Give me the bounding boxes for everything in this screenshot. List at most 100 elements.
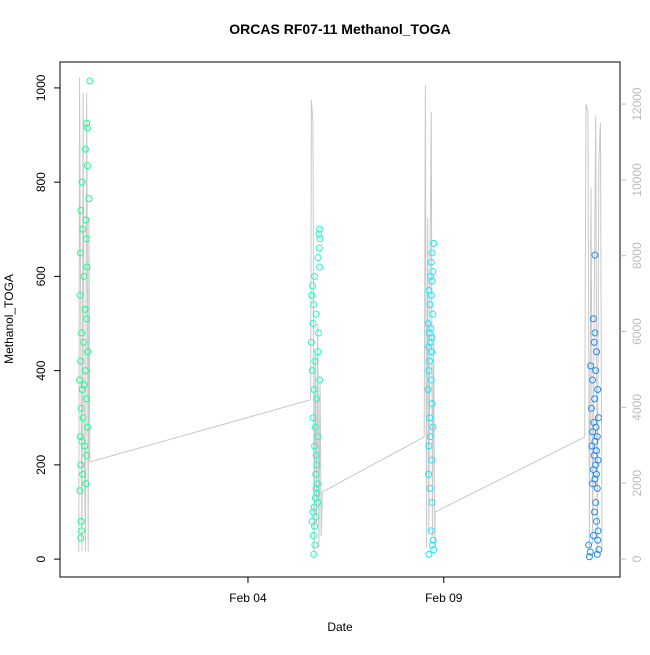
data-point bbox=[312, 470, 320, 478]
data-point bbox=[426, 338, 434, 346]
data-point bbox=[595, 546, 603, 554]
data-point bbox=[426, 357, 434, 365]
data-point bbox=[310, 385, 318, 393]
data-point bbox=[80, 381, 88, 389]
data-point bbox=[309, 320, 317, 328]
data-point bbox=[310, 301, 318, 309]
data-point bbox=[312, 484, 320, 492]
data-point bbox=[594, 527, 602, 535]
data-point bbox=[83, 263, 91, 271]
y2-tick-label: 4000 bbox=[630, 394, 644, 421]
y2-tick-label: 10000 bbox=[630, 163, 644, 197]
data-point bbox=[308, 367, 316, 375]
data-point bbox=[592, 423, 600, 431]
data-point bbox=[79, 414, 87, 422]
y-tick-label: 200 bbox=[34, 455, 48, 475]
data-point bbox=[429, 536, 437, 544]
data-point bbox=[589, 466, 597, 474]
data-point bbox=[76, 487, 84, 495]
data-point bbox=[428, 277, 436, 285]
data-point bbox=[79, 225, 87, 233]
data-point bbox=[428, 400, 436, 408]
data-point bbox=[311, 423, 319, 431]
data-point bbox=[593, 484, 601, 492]
data-point bbox=[307, 338, 315, 346]
data-point bbox=[312, 451, 320, 459]
data-point bbox=[78, 385, 86, 393]
data-point bbox=[594, 536, 602, 544]
data-point bbox=[594, 385, 602, 393]
data-point bbox=[589, 376, 597, 384]
data-point bbox=[314, 254, 322, 262]
data-point bbox=[428, 249, 436, 257]
data-point bbox=[316, 235, 324, 243]
data-point bbox=[429, 423, 437, 431]
data-point bbox=[429, 310, 437, 318]
data-point bbox=[313, 395, 321, 403]
data-point bbox=[311, 357, 319, 365]
data-point bbox=[309, 282, 317, 290]
data-point bbox=[77, 404, 85, 412]
y-tick-label: 0 bbox=[34, 555, 48, 562]
data-point bbox=[425, 343, 433, 351]
data-point bbox=[81, 305, 89, 313]
data-point bbox=[77, 357, 85, 365]
data-point bbox=[314, 433, 322, 441]
data-point bbox=[313, 489, 321, 497]
data-point bbox=[83, 124, 91, 132]
y-tick-label: 1000 bbox=[34, 74, 48, 101]
data-point bbox=[314, 348, 322, 356]
x-tick-label: Feb 04 bbox=[229, 591, 267, 605]
data-point bbox=[428, 334, 436, 342]
data-point bbox=[78, 329, 86, 337]
data-point bbox=[86, 77, 94, 85]
data-point bbox=[84, 348, 92, 356]
data-point bbox=[312, 310, 320, 318]
data-point bbox=[311, 541, 319, 549]
data-point bbox=[311, 442, 319, 450]
y-tick-label: 600 bbox=[34, 266, 48, 286]
data-point bbox=[82, 395, 90, 403]
data-point bbox=[426, 414, 434, 422]
data-point bbox=[85, 195, 93, 203]
data-point bbox=[586, 548, 594, 556]
data-point bbox=[589, 480, 597, 488]
data-point bbox=[77, 206, 85, 214]
data-point bbox=[428, 456, 436, 464]
data-point bbox=[77, 517, 85, 525]
data-point bbox=[427, 291, 435, 299]
data-point bbox=[427, 376, 435, 384]
data-point bbox=[80, 272, 88, 280]
data-point bbox=[430, 546, 438, 554]
plot-frame bbox=[59, 61, 621, 578]
data-point bbox=[585, 553, 593, 561]
y-axis-label: Methanol_TOGA bbox=[2, 274, 16, 364]
data-point bbox=[311, 522, 319, 530]
data-point bbox=[83, 119, 91, 127]
data-point bbox=[78, 178, 86, 186]
data-point bbox=[82, 235, 90, 243]
data-point bbox=[427, 527, 435, 535]
data-point bbox=[308, 291, 316, 299]
data-point bbox=[426, 484, 434, 492]
y-tick-label: 400 bbox=[34, 360, 48, 380]
data-point bbox=[310, 503, 318, 511]
data-point bbox=[425, 367, 433, 375]
data-point bbox=[425, 470, 433, 478]
data-point bbox=[590, 451, 598, 459]
data-point bbox=[591, 329, 599, 337]
data-point bbox=[81, 442, 89, 450]
data-point bbox=[424, 385, 432, 393]
data-point bbox=[76, 291, 84, 299]
data-point bbox=[592, 367, 600, 375]
chart-title: ORCAS RF07-11 Methanol_TOGA bbox=[229, 21, 450, 37]
data-point bbox=[426, 272, 434, 280]
data-point bbox=[311, 272, 319, 280]
data-point bbox=[589, 428, 597, 436]
data-point bbox=[316, 376, 324, 384]
data-point bbox=[76, 433, 84, 441]
data-point bbox=[593, 348, 601, 356]
y-tick-label: 800 bbox=[34, 172, 48, 192]
